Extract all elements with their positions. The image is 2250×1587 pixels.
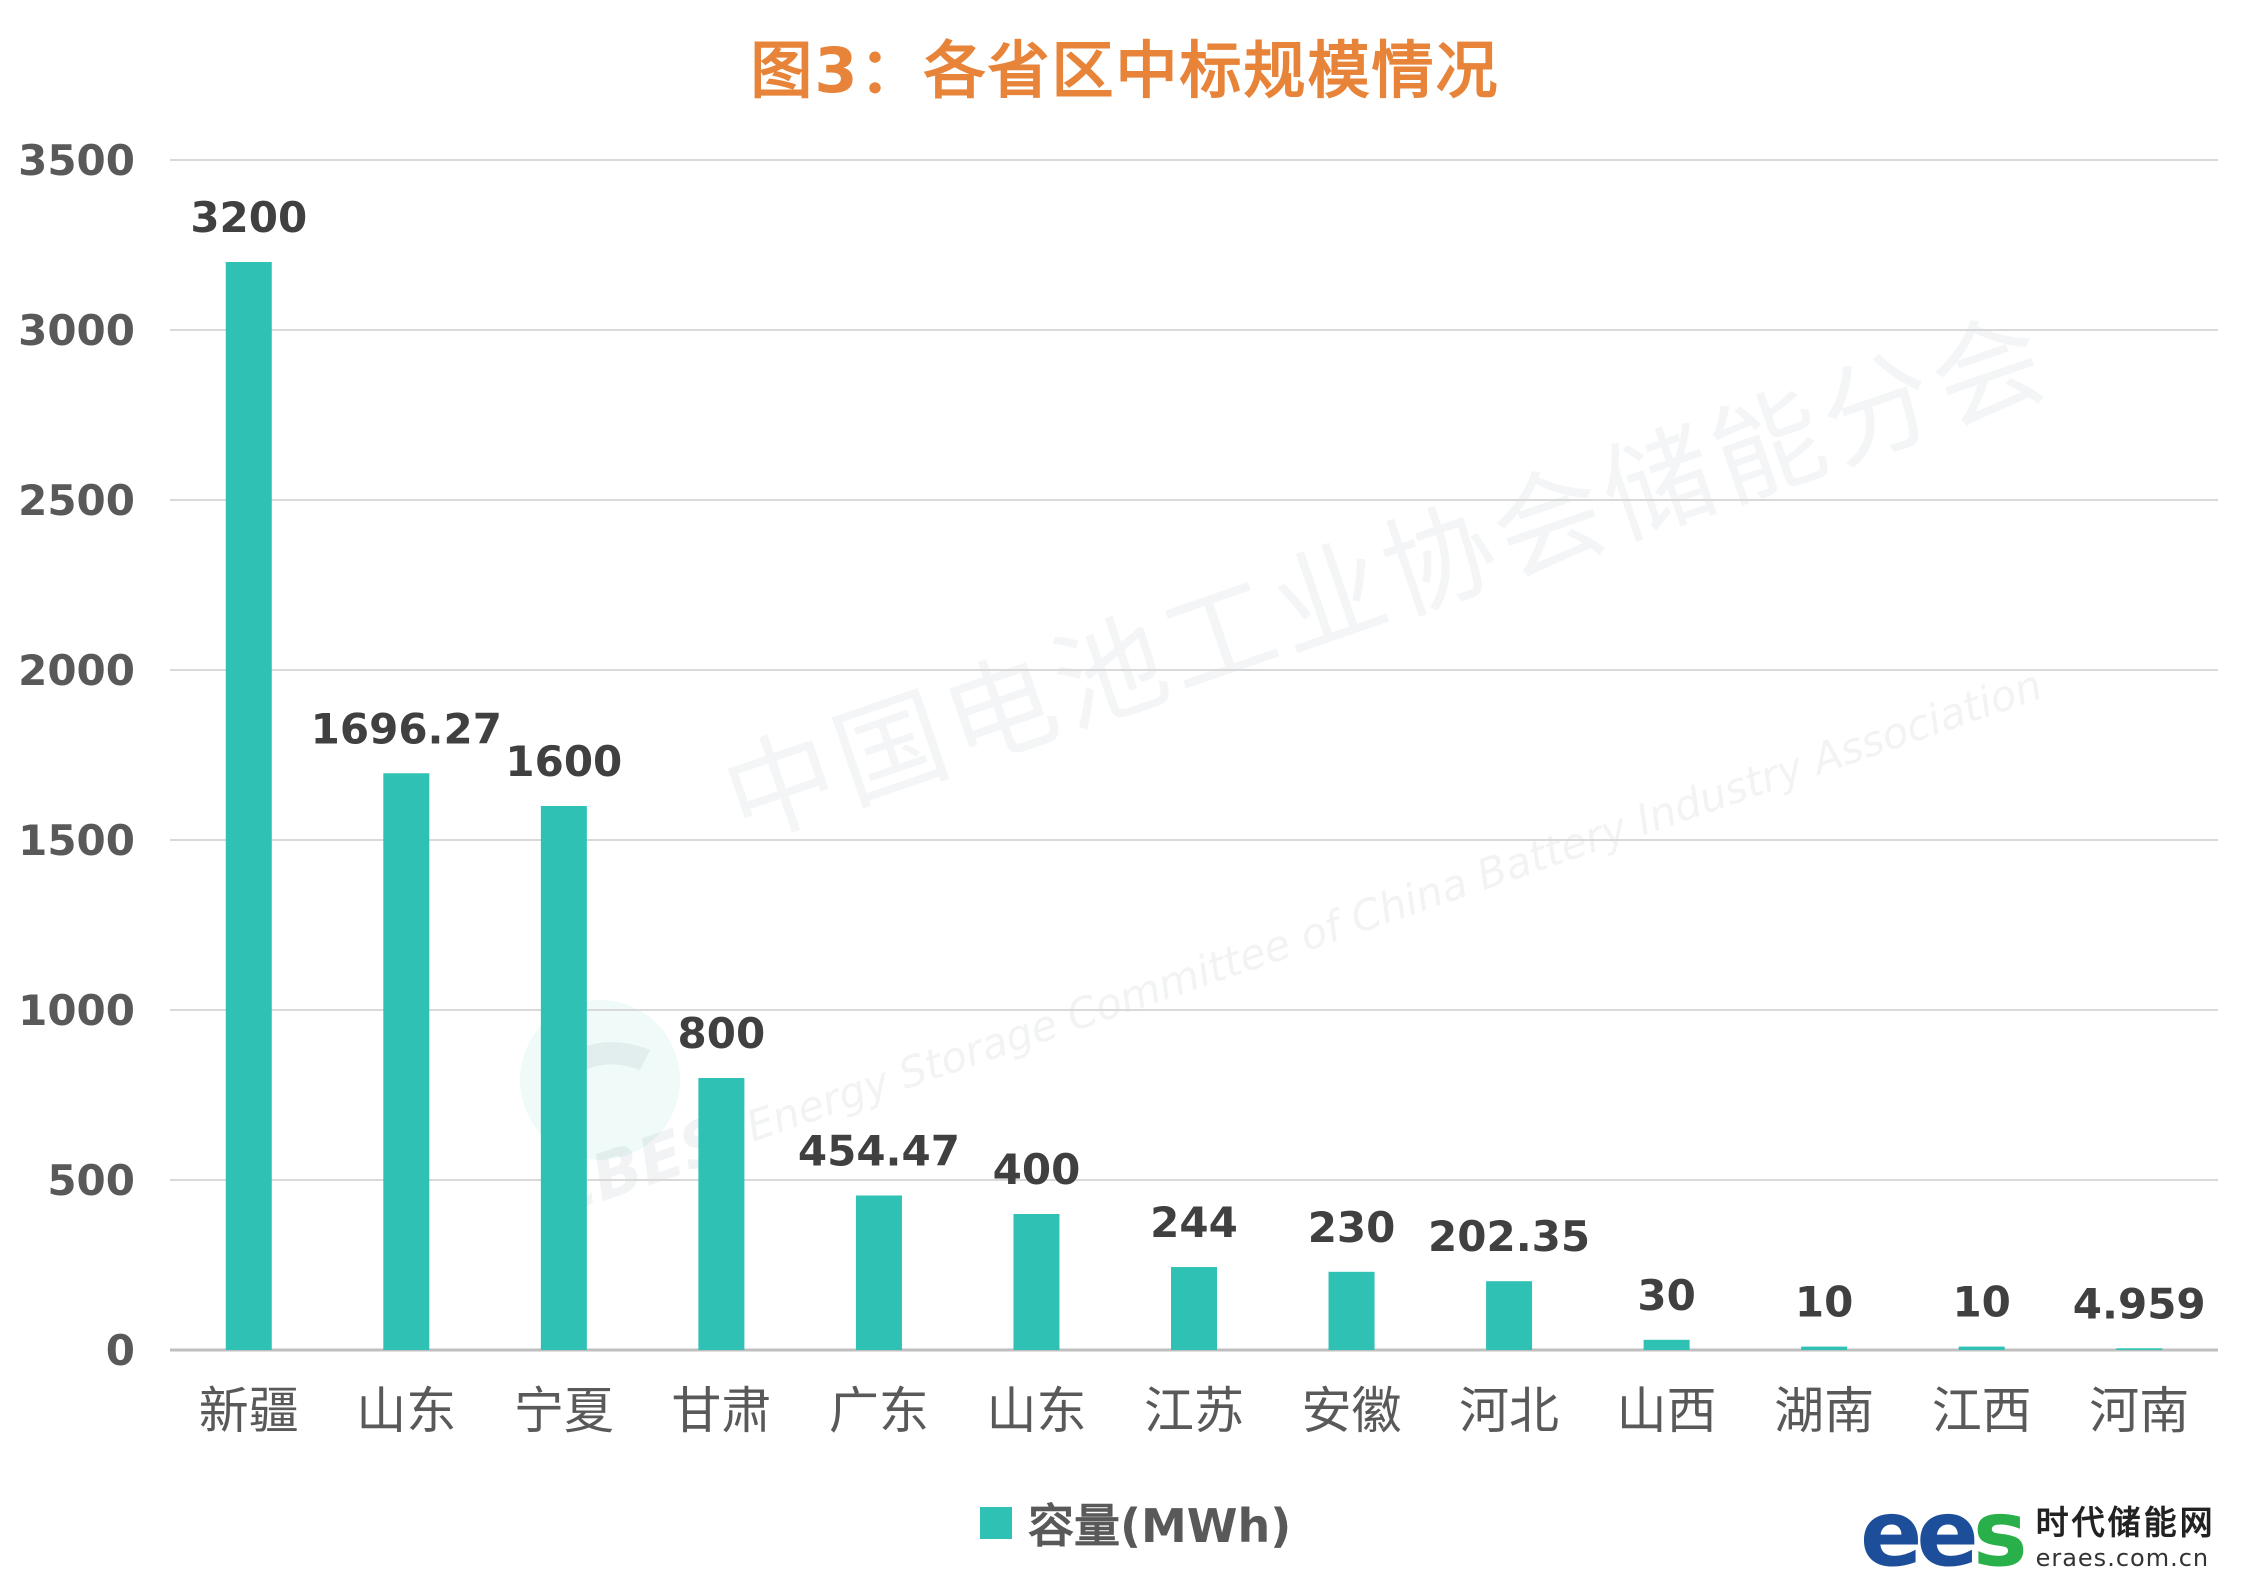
- bar: [1013, 1214, 1060, 1350]
- data-label: 800: [678, 1009, 766, 1058]
- x-tick-label: 山东: [356, 1382, 456, 1440]
- brand: ees 时代储能网 eraes.com.cn: [1860, 1488, 2216, 1580]
- bar-chart: 0 500 1000 1500 2000 2500 3000 3500 3200 新疆 1696.2…: [18, 136, 2218, 1440]
- brand-logo-e1: e: [1860, 1480, 1922, 1587]
- x-tick-label: 湖南: [1774, 1382, 1874, 1440]
- brand-text: 时代储能网 eraes.com.cn: [2036, 1496, 2216, 1572]
- bar: [1958, 1346, 2005, 1350]
- legend-swatch: [980, 1507, 1012, 1539]
- bar: [2116, 1348, 2163, 1350]
- data-label: 30: [1637, 1271, 1695, 1320]
- bar: [1171, 1267, 1217, 1350]
- data-label: 454.47: [798, 1126, 960, 1175]
- y-tick-label: 1000: [18, 986, 135, 1035]
- data-label: 3200: [190, 193, 307, 242]
- y-tick-label: 3500: [18, 136, 135, 185]
- x-tick-label: 新疆: [199, 1382, 299, 1440]
- data-label: 202.35: [1428, 1212, 1590, 1261]
- x-tick-label: 河南: [2089, 1382, 2189, 1440]
- bar: [540, 806, 587, 1350]
- data-label: 400: [993, 1145, 1081, 1194]
- y-tick-label: 2500: [18, 476, 135, 525]
- brand-logo-s: s: [1972, 1480, 2028, 1587]
- bar: [1486, 1281, 1533, 1350]
- x-tick-label: 广东: [829, 1382, 929, 1440]
- x-tick-label: 江西: [1932, 1382, 2032, 1440]
- y-tick-label: 0: [106, 1326, 135, 1375]
- data-label: 1600: [505, 737, 622, 786]
- brand-url: eraes.com.cn: [2035, 1544, 2210, 1572]
- chart-title: 图3：各省区中标规模情况: [750, 34, 1500, 107]
- data-label: 4.959: [2073, 1279, 2206, 1328]
- y-tick-label: 1500: [18, 816, 135, 865]
- data-label: 1696.27: [311, 704, 502, 753]
- x-tick-label: 山西: [1617, 1382, 1717, 1440]
- x-tick-label: 河北: [1459, 1382, 1559, 1440]
- y-tick-label: 500: [47, 1156, 135, 1205]
- brand-logo: ees: [1860, 1488, 2028, 1580]
- bar: [1801, 1346, 1848, 1350]
- bar: [698, 1078, 745, 1350]
- legend: 容量(MWh): [980, 1490, 1291, 1556]
- legend-label: 容量(MWh): [1028, 1499, 1292, 1553]
- x-tick-label: 宁夏: [514, 1382, 614, 1440]
- brand-logo-e2: e: [1916, 1480, 1978, 1587]
- data-label: 230: [1308, 1203, 1396, 1252]
- y-tick-label: 3000: [18, 306, 135, 355]
- x-tick-label: 江苏: [1144, 1382, 1244, 1440]
- x-tick-label: 甘肃: [671, 1382, 771, 1440]
- bar: [1643, 1339, 1690, 1350]
- bar: [383, 773, 430, 1350]
- data-label: 10: [1952, 1278, 2010, 1327]
- bar: [225, 262, 272, 1350]
- x-tick-label: 山东: [986, 1382, 1086, 1440]
- bar: [855, 1195, 902, 1350]
- x-tick-label: 安徽: [1302, 1382, 1402, 1440]
- brand-name: 时代储能网: [2035, 1503, 2216, 1542]
- bar: [1328, 1271, 1375, 1350]
- data-label: 10: [1795, 1278, 1853, 1327]
- y-tick-label: 2000: [18, 646, 135, 695]
- data-label: 244: [1150, 1198, 1238, 1247]
